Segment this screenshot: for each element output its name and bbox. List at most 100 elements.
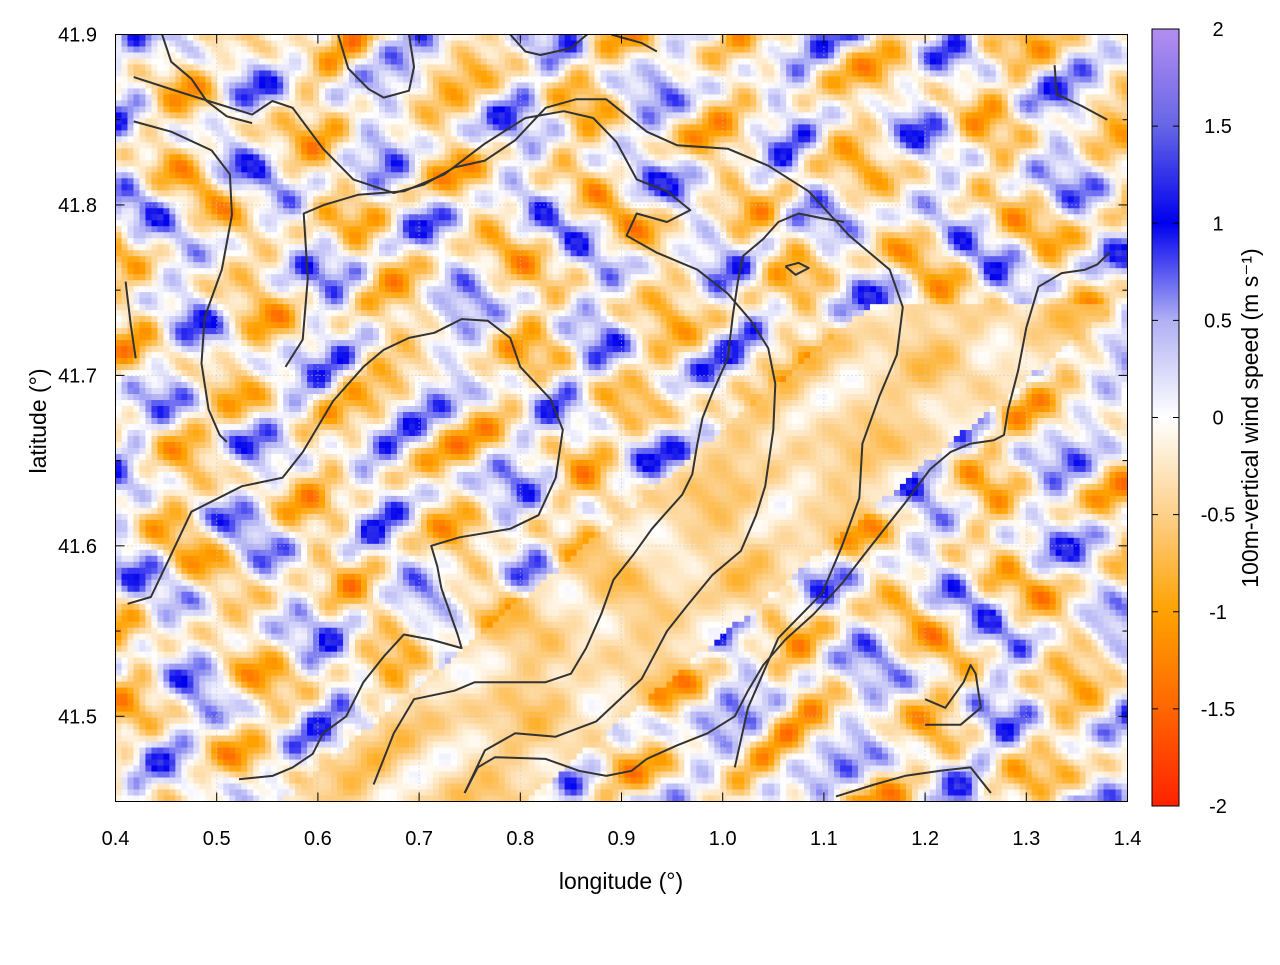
heatmap-cell xyxy=(930,76,937,83)
heatmap-cell xyxy=(762,52,769,59)
heatmap-cell xyxy=(361,46,368,53)
heatmap-cell xyxy=(565,160,572,167)
heatmap-cell xyxy=(181,118,188,125)
heatmap-cell xyxy=(732,35,739,42)
heatmap-cell xyxy=(367,40,374,47)
heatmap-cell xyxy=(1050,172,1057,179)
heatmap-cell xyxy=(750,64,757,71)
heatmap-cell xyxy=(1008,82,1015,89)
heatmap-cell xyxy=(169,40,176,47)
heatmap-cell xyxy=(1068,106,1075,113)
heatmap-cell xyxy=(990,35,997,42)
heatmap-cell xyxy=(1014,35,1021,42)
heatmap-cell xyxy=(1098,184,1105,191)
heatmap-cell xyxy=(996,190,1003,197)
heatmap-cell xyxy=(253,70,260,77)
heatmap-cell xyxy=(996,166,1003,173)
heatmap-cell xyxy=(720,82,727,89)
heatmap-cell xyxy=(229,88,236,95)
heatmap-cell xyxy=(379,88,386,95)
heatmap-cell xyxy=(217,178,224,185)
heatmap-cell xyxy=(888,100,895,107)
heatmap-cell xyxy=(684,64,691,71)
heatmap-cell xyxy=(313,64,320,71)
heatmap-cell xyxy=(613,52,620,59)
heatmap-cell xyxy=(523,94,530,101)
heatmap-cell xyxy=(295,184,302,191)
heatmap-cell xyxy=(732,52,739,59)
heatmap-cell xyxy=(1008,40,1015,47)
heatmap-cell xyxy=(433,142,440,149)
heatmap-cell xyxy=(960,106,967,113)
heatmap-cell xyxy=(319,196,326,203)
heatmap-cell xyxy=(846,40,853,47)
heatmap-cell xyxy=(379,35,386,42)
heatmap-cell xyxy=(1062,46,1069,53)
heatmap-cell xyxy=(654,64,661,71)
heatmap-cell xyxy=(1062,58,1069,65)
heatmap-cell xyxy=(1092,130,1099,137)
heatmap-cell xyxy=(738,46,745,53)
heatmap-cell xyxy=(960,178,967,185)
heatmap-cell xyxy=(804,58,811,65)
heatmap-cell xyxy=(1038,190,1045,197)
heatmap-cell xyxy=(235,40,242,47)
heatmap-cell xyxy=(630,46,637,53)
heatmap-cell xyxy=(762,130,769,137)
heatmap-cell xyxy=(451,184,458,191)
heatmap-cell xyxy=(133,52,140,59)
heatmap-cell xyxy=(541,118,548,125)
heatmap-cell xyxy=(744,52,751,59)
heatmap-cell xyxy=(187,148,194,155)
heatmap-cell xyxy=(205,184,212,191)
heatmap-cell xyxy=(732,70,739,77)
heatmap-cell xyxy=(732,46,739,53)
heatmap-cell xyxy=(924,88,931,95)
heatmap-cell xyxy=(690,40,697,47)
heatmap-cell xyxy=(1044,100,1051,107)
heatmap-cell xyxy=(193,124,200,131)
heatmap-cell xyxy=(876,148,883,155)
heatmap-cell xyxy=(301,94,308,101)
heatmap-cell xyxy=(1002,124,1009,131)
heatmap-cell xyxy=(205,88,212,95)
heatmap-cell xyxy=(475,40,482,47)
heatmap-cell xyxy=(583,172,590,179)
heatmap-cell xyxy=(541,88,548,95)
heatmap-cell xyxy=(690,202,697,209)
heatmap-cell xyxy=(1008,148,1015,155)
heatmap-cell xyxy=(601,106,608,113)
heatmap-cell xyxy=(840,64,847,71)
heatmap-cell xyxy=(816,142,823,149)
heatmap-cell xyxy=(151,58,158,65)
heatmap-cell xyxy=(265,106,272,113)
heatmap-cell xyxy=(852,112,859,119)
heatmap-cell xyxy=(163,160,170,167)
heatmap-cell xyxy=(834,40,841,47)
heatmap-cell xyxy=(217,124,224,131)
heatmap-cell xyxy=(145,58,152,65)
heatmap-cell xyxy=(433,196,440,203)
heatmap-cell xyxy=(457,82,464,89)
heatmap-cell xyxy=(409,196,416,203)
heatmap-cell xyxy=(403,118,410,125)
heatmap-cell xyxy=(307,166,314,173)
heatmap-cell xyxy=(630,88,637,95)
heatmap-cell xyxy=(361,142,368,149)
heatmap-cell xyxy=(1068,202,1075,209)
heatmap-cell xyxy=(840,196,847,203)
heatmap-cell xyxy=(1062,64,1069,71)
heatmap-cell xyxy=(714,46,721,53)
heatmap-cell xyxy=(313,52,320,59)
heatmap-cell xyxy=(367,70,374,77)
heatmap-cell xyxy=(583,70,590,77)
heatmap-cell xyxy=(331,70,338,77)
heatmap-cell xyxy=(720,172,727,179)
heatmap-cell xyxy=(367,124,374,131)
heatmap-cell xyxy=(439,178,446,185)
heatmap-cell xyxy=(241,58,248,65)
heatmap-cell xyxy=(116,58,123,65)
heatmap-cell xyxy=(870,154,877,161)
heatmap-cell xyxy=(613,118,620,125)
heatmap-cell xyxy=(127,172,134,179)
